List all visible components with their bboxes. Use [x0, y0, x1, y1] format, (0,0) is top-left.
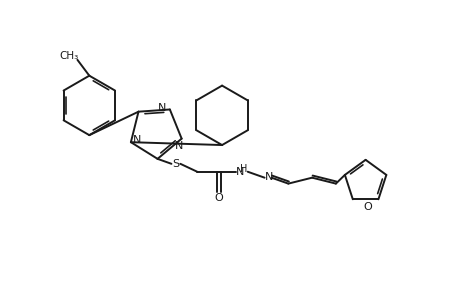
Text: CH₃: CH₃: [59, 51, 78, 61]
Text: S: S: [172, 159, 179, 169]
Text: N: N: [174, 141, 183, 151]
Text: N: N: [235, 167, 243, 177]
Text: O: O: [214, 194, 223, 203]
Text: H: H: [240, 164, 247, 174]
Text: O: O: [363, 202, 371, 212]
Text: N: N: [132, 135, 141, 145]
Text: N: N: [157, 103, 166, 113]
Text: N: N: [265, 172, 273, 182]
